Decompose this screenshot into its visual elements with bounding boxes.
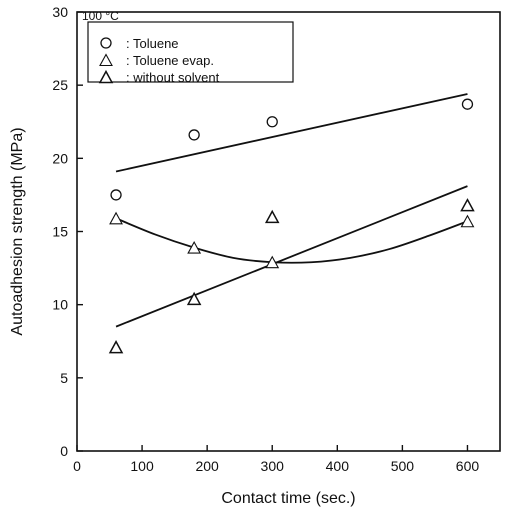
x-tick-label: 200	[195, 458, 219, 474]
legend-marker	[100, 37, 112, 49]
legend-label: : Toluene	[126, 36, 179, 51]
y-tick-label: 0	[60, 443, 68, 459]
data-point	[188, 129, 200, 141]
data-point	[187, 240, 202, 254]
x-tick-label: 500	[391, 458, 415, 474]
data-point	[460, 198, 475, 212]
y-tick-label: 15	[52, 224, 68, 240]
data-point	[110, 189, 122, 201]
data-point	[264, 209, 280, 224]
data-point	[461, 98, 474, 110]
legend-title: 100 °C	[82, 9, 119, 23]
y-axis-title: Autoadhesion strength (MPa)	[9, 127, 26, 335]
x-tick-label: 100	[130, 458, 154, 474]
x-tick-label: 400	[326, 458, 350, 474]
y-tick-label: 30	[52, 4, 68, 20]
y-tick-label: 20	[52, 150, 68, 166]
data-point	[109, 211, 123, 225]
legend-box	[87, 21, 294, 83]
legend-label: : without solvent	[126, 70, 220, 85]
legend-label: : Toluene evap.	[126, 53, 214, 68]
fit-line	[115, 185, 468, 328]
x-tick-label: 600	[456, 458, 480, 474]
y-tick-label: 25	[52, 77, 68, 93]
x-axis-title: Contact time (sec.)	[221, 490, 355, 507]
fit-line	[115, 217, 468, 264]
data-point	[460, 214, 475, 228]
x-tick-label: 0	[73, 458, 81, 474]
data-point	[266, 116, 278, 128]
legend: 100 °C : Toluene : Toluene evap. : without …	[82, 9, 294, 85]
legend-marker	[99, 53, 113, 67]
y-tick-label: 10	[52, 297, 68, 313]
fit-line	[115, 93, 468, 173]
x-tick-label: 300	[261, 458, 285, 474]
data-point	[108, 340, 124, 354]
y-tick-label: 5	[60, 370, 68, 386]
axes-layer: 0 100 200 300 400 500 600 0 5 10 15 20 25 30	[52, 4, 501, 474]
fit-lines	[115, 93, 468, 328]
data-markers	[108, 98, 475, 354]
data-point	[186, 291, 202, 306]
data-point	[265, 255, 280, 269]
legend-marker	[98, 69, 114, 84]
